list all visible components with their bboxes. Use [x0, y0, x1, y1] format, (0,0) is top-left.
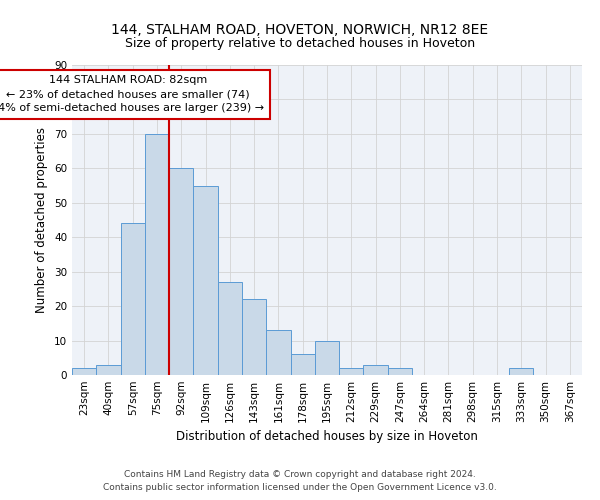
- Bar: [364, 364, 388, 375]
- Text: 144 STALHAM ROAD: 82sqm
← 23% of detached houses are smaller (74)
74% of semi-de: 144 STALHAM ROAD: 82sqm ← 23% of detache…: [0, 76, 265, 114]
- Bar: [169, 168, 193, 375]
- Y-axis label: Number of detached properties: Number of detached properties: [35, 127, 49, 313]
- Text: Contains HM Land Registry data © Crown copyright and database right 2024.
Contai: Contains HM Land Registry data © Crown c…: [103, 470, 497, 492]
- Bar: [145, 134, 169, 375]
- Bar: [266, 330, 290, 375]
- Bar: [242, 299, 266, 375]
- Bar: [72, 368, 96, 375]
- Bar: [509, 368, 533, 375]
- X-axis label: Distribution of detached houses by size in Hoveton: Distribution of detached houses by size …: [176, 430, 478, 444]
- Bar: [290, 354, 315, 375]
- Bar: [315, 340, 339, 375]
- Bar: [388, 368, 412, 375]
- Bar: [96, 364, 121, 375]
- Bar: [193, 186, 218, 375]
- Bar: [218, 282, 242, 375]
- Bar: [339, 368, 364, 375]
- Text: 144, STALHAM ROAD, HOVETON, NORWICH, NR12 8EE: 144, STALHAM ROAD, HOVETON, NORWICH, NR1…: [112, 22, 488, 36]
- Text: Size of property relative to detached houses in Hoveton: Size of property relative to detached ho…: [125, 38, 475, 51]
- Bar: [121, 224, 145, 375]
